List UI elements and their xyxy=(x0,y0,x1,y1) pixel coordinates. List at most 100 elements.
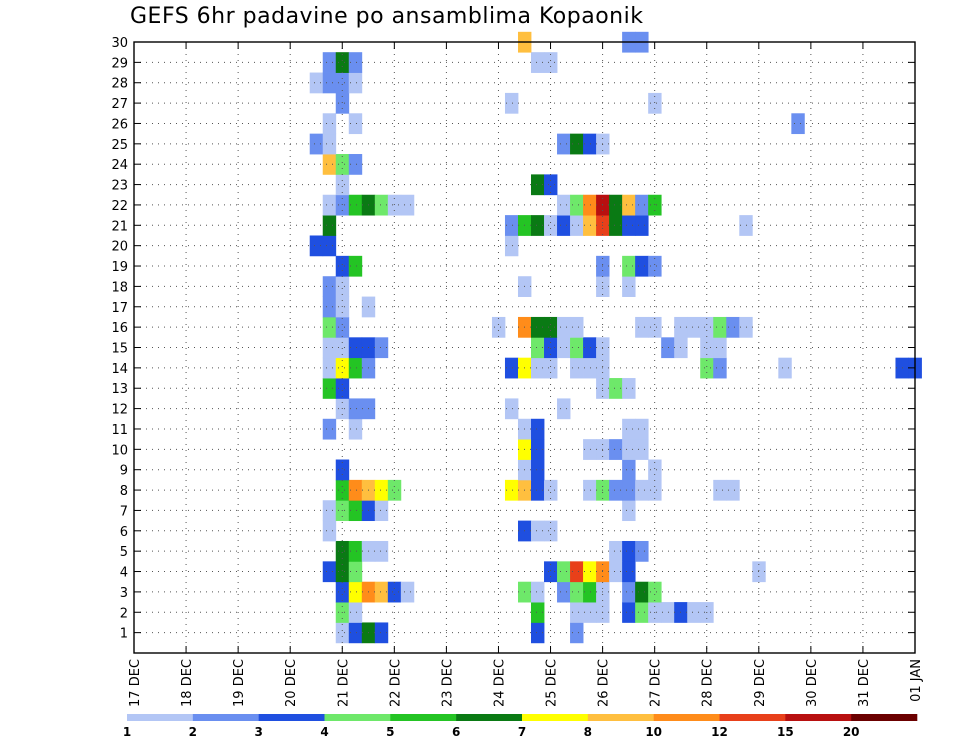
heatmap-cell xyxy=(374,194,389,216)
y-tick-label: 10 xyxy=(111,443,128,458)
x-tick-label: 31 DEC xyxy=(857,659,872,707)
heatmap-cell xyxy=(583,439,597,460)
x-tick-label: 17 DEC xyxy=(128,659,143,707)
heatmap-cell xyxy=(557,398,571,420)
heatmap-cell xyxy=(322,316,337,338)
heatmap-cell xyxy=(557,337,571,359)
x-tick-label: 24 DEC xyxy=(492,659,507,707)
heatmap-cell xyxy=(531,602,545,623)
heatmap-cell xyxy=(531,215,545,236)
heatmap-cell xyxy=(635,255,649,277)
colorbar-swatch xyxy=(258,714,325,721)
heatmap-cell xyxy=(583,561,597,583)
heatmap-cell xyxy=(531,418,545,440)
heatmap-cell xyxy=(531,622,545,644)
heatmap-cell xyxy=(713,316,727,338)
heatmap-cell xyxy=(400,194,415,216)
colorbar-swatch xyxy=(456,714,523,721)
heatmap-cell xyxy=(609,378,623,399)
heatmap-cell xyxy=(348,113,363,135)
heatmap-cell xyxy=(661,602,675,623)
heatmap-cell xyxy=(531,174,545,196)
heatmap-cell xyxy=(348,418,363,440)
x-tick-label: 22 DEC xyxy=(388,659,403,707)
heatmap-cell xyxy=(322,337,337,359)
heatmap-cell xyxy=(726,316,740,338)
heatmap-cell xyxy=(335,316,350,338)
heatmap-cell xyxy=(622,500,636,522)
heatmap-cell xyxy=(387,479,402,501)
y-tick-label: 12 xyxy=(111,403,128,418)
y-tick-label: 30 xyxy=(111,36,128,51)
heatmap-cell xyxy=(322,296,337,318)
heatmap-cell xyxy=(544,174,558,196)
heatmap-cell xyxy=(322,215,337,236)
heatmap-cell xyxy=(622,276,636,297)
heatmap-cell xyxy=(335,622,350,644)
heatmap-cell xyxy=(791,113,805,135)
heatmap-cell xyxy=(387,194,402,216)
y-tick-label: 13 xyxy=(111,382,128,397)
heatmap-cell xyxy=(713,479,727,501)
heatmap-cell xyxy=(531,337,545,359)
heatmap-cell xyxy=(583,194,597,216)
heatmap-cell xyxy=(739,316,753,338)
heatmap-cell xyxy=(531,52,545,73)
heatmap-cell xyxy=(309,235,324,257)
chart-title: GEFS 6hr padavine po ansamblima Kopaonik xyxy=(130,4,644,29)
colorbar-label: 1 xyxy=(123,725,131,739)
y-tick-label: 2 xyxy=(120,606,128,621)
heatmap-cell xyxy=(583,357,597,379)
heatmap-cell xyxy=(557,194,571,216)
y-tick-label: 15 xyxy=(111,342,128,357)
heatmap-cell xyxy=(335,561,350,583)
heatmap-cell xyxy=(322,133,337,155)
heatmap-cell xyxy=(609,479,623,501)
heatmap-cell xyxy=(335,194,350,216)
x-tick-label: 20 DEC xyxy=(284,659,299,707)
heatmap-cell xyxy=(713,357,727,379)
heatmap-cell xyxy=(491,316,506,338)
heatmap-cell xyxy=(570,133,584,155)
y-tick-label: 5 xyxy=(120,545,128,560)
y-tick-label: 18 xyxy=(111,280,128,295)
heatmap-cell xyxy=(531,520,545,542)
heatmap-cell xyxy=(648,92,662,114)
heatmap-cell xyxy=(335,581,350,603)
colorbar-swatch xyxy=(719,714,786,721)
x-tick-label: 19 DEC xyxy=(232,659,247,707)
x-tick-label: 23 DEC xyxy=(440,659,455,707)
heatmap-cell xyxy=(348,194,363,216)
heatmap-cell xyxy=(622,602,636,623)
heatmap-cell xyxy=(335,459,350,481)
heatmap-cell xyxy=(570,357,584,379)
heatmap-cell xyxy=(661,337,675,359)
heatmap-cell xyxy=(322,113,337,135)
colorbar-swatch xyxy=(851,714,918,721)
heatmap-cell xyxy=(374,540,389,562)
heatmap-cell xyxy=(322,357,337,379)
y-tick-label: 23 xyxy=(111,179,128,194)
heatmap-cell xyxy=(322,520,337,542)
heatmap-cell xyxy=(700,357,714,379)
heatmap-cell xyxy=(531,479,545,501)
heatmap-cell xyxy=(322,561,337,583)
y-tick-label: 26 xyxy=(111,117,128,132)
y-tick-label: 29 xyxy=(111,56,128,71)
y-tick-label: 1 xyxy=(120,627,128,642)
colorbar-label: 20 xyxy=(843,725,860,739)
heatmap-cell xyxy=(583,479,597,501)
heatmap-cell xyxy=(348,337,363,359)
heatmap-cell xyxy=(322,235,337,257)
heatmap-cell xyxy=(348,398,363,420)
heatmap-cell xyxy=(635,602,649,623)
heatmap-cell xyxy=(635,581,649,603)
heatmap-cell xyxy=(348,154,363,175)
heatmap-cell xyxy=(348,52,363,73)
heatmap-cell xyxy=(726,479,740,501)
heatmap-cell xyxy=(348,540,363,562)
colorbar-label: 8 xyxy=(584,725,592,739)
colorbar-label: 6 xyxy=(452,725,460,739)
x-tick-label: 27 DEC xyxy=(649,659,664,707)
